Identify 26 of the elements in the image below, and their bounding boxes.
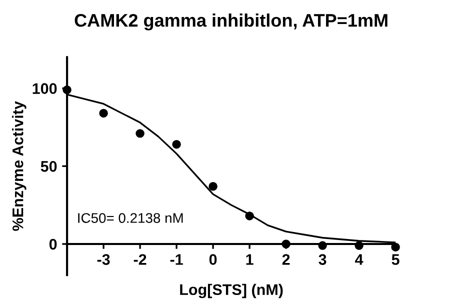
- point: [282, 240, 290, 248]
- x-tick-label: -3: [97, 254, 110, 265]
- y-tick-label: 0: [49, 238, 57, 250]
- annotation: IC50= 0.2138 nM: [78, 213, 183, 223]
- point: [172, 140, 181, 149]
- x-axis-title: Log[STS] (nM): [180, 284, 283, 298]
- y-axis-title: %Enzyme Activity: [12, 101, 26, 231]
- point: [62, 85, 72, 94]
- y-tick-label: 50: [40, 161, 57, 172]
- x-tick-label: 0: [209, 254, 217, 265]
- point: [136, 129, 144, 138]
- x-tick-label: 2: [282, 254, 290, 265]
- chart-title: CAMK2 gamma inhibitlon, ATP=1mM: [74, 14, 388, 30]
- x-tick-label: 1: [246, 254, 254, 265]
- x-tick-label: -1: [170, 254, 183, 265]
- x-tick-label: -2: [134, 254, 146, 265]
- x-tick-label: 4: [355, 254, 364, 265]
- point: [208, 182, 218, 191]
- point: [391, 242, 400, 252]
- x-tick-label: 5: [392, 254, 400, 265]
- point: [318, 241, 327, 250]
- point: [245, 212, 254, 220]
- y-tick-label: 100: [32, 83, 57, 94]
- point: [354, 241, 364, 250]
- point: [99, 108, 108, 118]
- x-tick-label: 3: [318, 254, 326, 265]
